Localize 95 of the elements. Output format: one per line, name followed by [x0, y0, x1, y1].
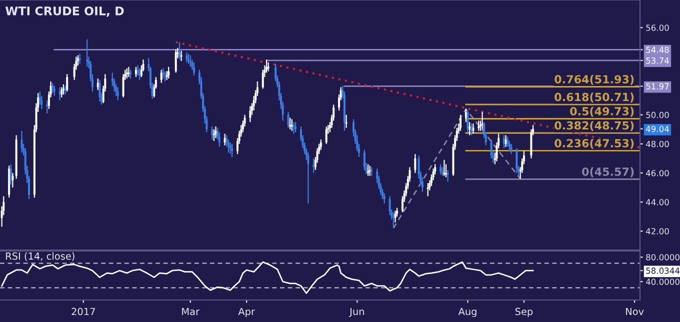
- y-tick-label: 46.00: [646, 170, 669, 176]
- candlestick: [46, 100, 48, 114]
- candlestick: [262, 69, 264, 90]
- annotation: 0(45.57): [582, 167, 634, 178]
- y-tick-label: 53.74: [646, 57, 669, 64]
- y-tick-label: 48.00: [646, 140, 669, 148]
- candlestick: [363, 149, 366, 171]
- annotation: 0.5(49.73): [570, 106, 634, 117]
- y-tick-label: 58.0344: [646, 268, 680, 274]
- candlestick: [134, 66, 137, 78]
- candlestick: [98, 79, 101, 102]
- annotation: 0.764(51.93): [554, 74, 634, 85]
- x-tick-label: Mar: [182, 308, 200, 316]
- candlestick: [392, 212, 394, 229]
- candlestick: [345, 114, 348, 128]
- candlestick: [446, 170, 449, 182]
- candlestick: [122, 74, 124, 98]
- candlestick: [218, 132, 220, 148]
- candlestick: [445, 164, 448, 178]
- y-tick-label: 56.00: [646, 24, 669, 31]
- candlestick: [443, 159, 446, 176]
- y-tick-label: 42.00: [646, 228, 669, 234]
- x-tick-label: Apr: [238, 308, 255, 318]
- x-tick-label: Sep: [515, 308, 533, 318]
- candlestick: [530, 128, 532, 159]
- candlestick: [307, 152, 310, 204]
- candlestick: [53, 85, 56, 96]
- candlestick: [164, 70, 166, 82]
- candlestick: [38, 91, 41, 106]
- candlestick: [76, 54, 79, 66]
- candlestick: [116, 86, 119, 101]
- y-tick-label: 40.0000: [646, 278, 680, 285]
- y-tick-label: 54.48: [646, 46, 669, 53]
- candlestick: [292, 122, 295, 134]
- candlestick: [466, 110, 469, 133]
- candlestick: [138, 68, 141, 80]
- candlestick: [20, 130, 23, 154]
- candlestick: [289, 117, 292, 130]
- x-tick-label: Jun: [349, 308, 364, 317]
- candlestick: [58, 86, 61, 101]
- candlestick: [162, 68, 164, 80]
- candlestick: [211, 126, 214, 140]
- candlestick: [294, 122, 297, 133]
- candlestick: [66, 74, 68, 92]
- candlestick: [64, 85, 66, 96]
- y-tick-label: 51.97: [646, 83, 669, 90]
- candlestick: [78, 53, 81, 65]
- candlestick: [212, 128, 215, 142]
- chart-title: WTI CRUDE OIL, D: [5, 6, 124, 17]
- candlestick: [325, 126, 328, 144]
- candlestick: [189, 54, 192, 68]
- candlestick: [312, 158, 315, 174]
- candlestick: [186, 52, 188, 64]
- candlestick: [287, 111, 290, 128]
- candlestick: [229, 142, 232, 155]
- x-tick-label: Nov: [626, 308, 644, 316]
- candlestick: [168, 66, 170, 80]
- candlestick: [464, 108, 467, 123]
- y-tick-label: 80.0000: [646, 254, 680, 260]
- candlestick: [367, 164, 370, 176]
- candlestick: [490, 138, 492, 159]
- x-tick-label: 2017: [72, 308, 95, 316]
- candlestick: [40, 95, 43, 110]
- candlestick: [128, 66, 130, 78]
- candlestick: [160, 69, 162, 84]
- candlestick: [414, 154, 416, 174]
- candlestick: [460, 114, 462, 132]
- candlestick: [388, 196, 391, 216]
- candlestick: [394, 210, 396, 223]
- annotation: 0.236(47.53): [554, 138, 634, 149]
- candlestick: [188, 53, 190, 65]
- candlestick: [180, 50, 182, 62]
- candlestick: [62, 84, 64, 96]
- candlestick: [508, 140, 510, 152]
- line-series: [1, 261, 534, 294]
- chart-title: RSI (14, close): [6, 252, 74, 261]
- x-tick-label: Aug: [458, 308, 476, 318]
- candlestick: [506, 136, 509, 148]
- candlestick: [174, 48, 177, 74]
- candlestick: [227, 138, 230, 154]
- y-tick-label: 44.00: [646, 199, 669, 206]
- y-tick-label: 49.04: [646, 126, 669, 132]
- candlestick: [516, 148, 518, 174]
- annotation: 0.618(50.71): [554, 92, 634, 102]
- y-tick-label: 50.00: [646, 112, 669, 118]
- candlestick: [426, 182, 429, 197]
- candlestick: [166, 70, 168, 80]
- candlestick: [192, 62, 195, 76]
- annotation: 0.382(48.75): [554, 121, 634, 131]
- candlestick: [383, 192, 386, 204]
- candlestick: [249, 106, 252, 123]
- candlestick: [320, 138, 322, 150]
- candlestick: [503, 134, 506, 149]
- candlestick: [10, 164, 12, 186]
- candlestick: [478, 120, 480, 132]
